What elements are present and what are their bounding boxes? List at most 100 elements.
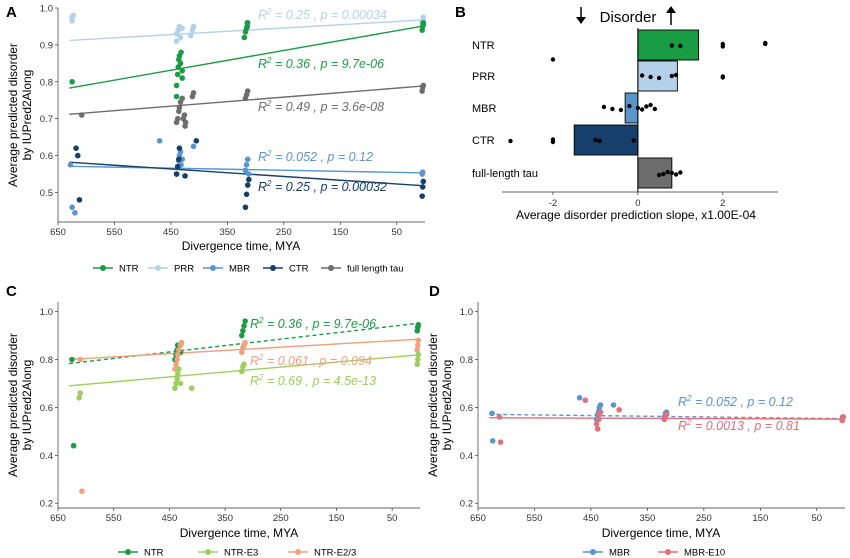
point-mbr <box>419 169 426 175</box>
legend-marker-ntr-e2-3 <box>295 549 301 555</box>
point-full-length-tau <box>190 90 197 96</box>
point-full-length-tau <box>176 104 183 111</box>
x-tick-label: 650 <box>50 513 66 524</box>
panel-c-x-title: Divergence time, MYA <box>180 526 298 540</box>
y-tick-label: 1.0 <box>40 307 53 318</box>
point-mbr-e10 <box>663 411 670 418</box>
bar-point <box>656 75 662 81</box>
point-full-length-tau <box>420 82 427 89</box>
point-ntr <box>179 75 186 81</box>
point-mbr <box>69 204 75 211</box>
point-ntr-e2-3 <box>172 366 178 372</box>
bar-point <box>763 41 768 47</box>
y-tick-label: 0.8 <box>40 77 53 88</box>
bar-point <box>720 44 725 49</box>
bar-point <box>601 104 607 110</box>
legend-marker-mbr-e10 <box>665 549 671 555</box>
panel-d-legend: MBR MBR-E10 <box>583 548 725 558</box>
panel-c-y-title-line2: by IUPred2Along <box>20 360 34 451</box>
y-tick-label: 1.0 <box>460 307 473 318</box>
bar-point <box>661 171 666 177</box>
x-tick-label: 50 <box>811 513 822 524</box>
point-mbr-e10 <box>596 416 602 423</box>
point-ctr <box>174 163 181 170</box>
point-ntr-e2-3 <box>178 339 185 346</box>
point-mbr-e10 <box>497 439 504 445</box>
point-prr <box>173 38 180 45</box>
legend-marker-full-length-tau <box>328 265 334 271</box>
legend-marker-ntr <box>100 265 106 271</box>
bar-point <box>678 170 683 175</box>
panel-a-annotation-ntr: R2 = 0.36 , p = 9.7e-06 <box>258 56 384 71</box>
x-tick-label: 250 <box>696 513 712 524</box>
point-ntr <box>70 442 77 449</box>
bar-ctr <box>573 124 639 156</box>
point-ctr <box>76 197 83 203</box>
y-tick-label: 0.9 <box>40 40 53 51</box>
point-ntr-e2-3 <box>176 347 182 353</box>
fit-line-ntr-e3 <box>69 354 421 387</box>
x-tick-label: 50 <box>387 513 398 524</box>
point-ntr-e2-3 <box>174 356 180 363</box>
point-ctr <box>193 138 200 144</box>
point-ctr <box>419 184 426 190</box>
bar-point <box>678 43 683 49</box>
y-tick-label: 0.8 <box>460 355 473 366</box>
point-ntr-e3 <box>76 395 82 401</box>
point-ctr <box>74 152 81 159</box>
point-ntr-e3 <box>77 390 84 396</box>
x-tick-label: 550 <box>527 513 543 524</box>
bar-point <box>610 106 615 112</box>
bar-point <box>669 43 675 48</box>
panel-b-label: B <box>455 4 466 21</box>
point-full-length-tau <box>78 112 85 118</box>
y-tick-label: 0.2 <box>40 499 53 510</box>
point-ntr <box>69 356 75 363</box>
point-mbr-e10 <box>582 397 589 404</box>
x-tick-label: 150 <box>752 513 768 524</box>
legend-label-prr: PRR <box>174 264 194 275</box>
point-full-length-tau <box>182 119 189 126</box>
bar-point <box>644 104 649 109</box>
panel-a-legend: NTR PRR MBR CTR full length tau <box>93 264 404 275</box>
bar-point <box>669 170 675 176</box>
point-ctr <box>176 156 182 163</box>
y-tick-label: 0.8 <box>40 355 53 366</box>
point-mbr-e10 <box>496 414 503 420</box>
x-tick-label: 0 <box>635 198 640 209</box>
point-ntr <box>178 49 184 56</box>
point-ntr-e2-3 <box>414 347 421 353</box>
point-ntr-e3 <box>174 371 181 377</box>
point-ctr <box>182 173 188 179</box>
bar-point <box>648 74 653 80</box>
legend-label-ntr: NTR <box>119 264 139 275</box>
point-ctr <box>420 178 427 185</box>
point-ntr <box>173 82 180 89</box>
legend-marker-mbr <box>210 265 216 271</box>
panel-d-y-title-line1: Average predicted disorder <box>426 333 440 477</box>
point-prr <box>187 32 194 39</box>
point-ntr-e3 <box>172 385 178 392</box>
point-ntr-e2-3 <box>77 356 84 363</box>
legend-marker-ntr <box>125 549 131 555</box>
x-tick-label: 2 <box>720 198 725 209</box>
panel-d-y-title-line2: by IUPred2Along <box>440 360 454 451</box>
panel-b-title: Disorder <box>600 9 657 26</box>
point-ctr <box>243 191 250 198</box>
point-ntr-e2-3 <box>242 339 248 346</box>
legend-label-ntr: NTR <box>144 548 164 558</box>
x-tick-label: 350 <box>219 227 235 238</box>
bar-point <box>627 103 632 109</box>
point-prr <box>190 23 197 30</box>
legend-marker-prr <box>155 265 161 271</box>
y-tick-label: 0.5 <box>40 188 53 199</box>
point-ntr <box>420 19 427 26</box>
legend-label-ctr: CTR <box>289 264 309 275</box>
bar-point <box>550 139 556 145</box>
category-label-prr: PRR <box>472 71 495 83</box>
point-mbr <box>489 410 495 417</box>
x-tick-label: 250 <box>276 227 292 238</box>
point-mbr <box>72 209 78 216</box>
panel-b: B Disorder NTR PRR MBR CTR full-length tau -… <box>455 4 778 222</box>
x-tick-label: 150 <box>332 227 348 238</box>
